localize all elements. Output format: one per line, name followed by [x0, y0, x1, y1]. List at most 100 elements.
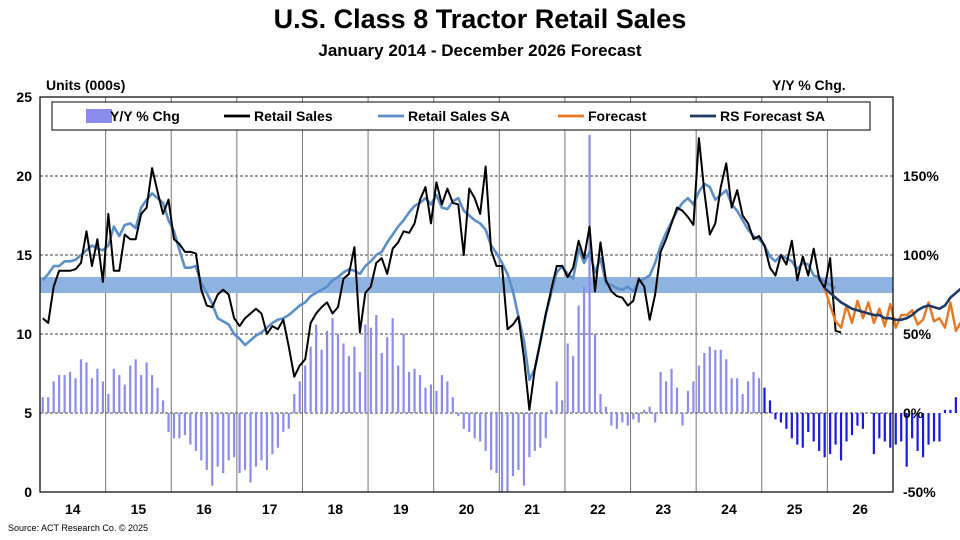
- year-label: 25: [787, 501, 803, 517]
- yoy-bar: [943, 409, 947, 413]
- yoy-bar: [905, 413, 908, 467]
- legend-label-retail-sales: Retail Sales: [254, 108, 333, 124]
- yoy-bar: [435, 390, 438, 413]
- yoy-bar: [582, 286, 586, 413]
- legend-label-retail-sales-sa: Retail Sales SA: [408, 108, 510, 124]
- yoy-bar: [380, 352, 383, 413]
- yoy-bar: [233, 413, 236, 458]
- yoy-bar: [397, 365, 400, 413]
- yoy-bar: [243, 413, 247, 470]
- yoy-bar: [440, 375, 443, 413]
- year-label: 15: [131, 501, 147, 517]
- yoy-bar: [872, 413, 875, 455]
- right-tick-label: 100%: [903, 247, 939, 263]
- yoy-bar: [954, 397, 957, 413]
- yoy-bar: [413, 368, 416, 413]
- yoy-bar: [254, 413, 258, 467]
- yoy-bar: [681, 413, 684, 426]
- yoy-bar: [626, 413, 629, 426]
- right-axis-label: Y/Y % Chg.: [772, 77, 846, 93]
- yoy-bar: [528, 413, 531, 458]
- yoy-bar: [539, 413, 542, 448]
- yoy-bar: [298, 381, 301, 413]
- yoy-bar: [407, 371, 411, 413]
- yoy-bar: [167, 413, 170, 432]
- yoy-bar: [85, 362, 88, 413]
- yoy-bar: [402, 334, 405, 413]
- yoy-bar: [183, 413, 187, 436]
- yoy-bar: [271, 413, 274, 455]
- yoy-bar: [462, 413, 465, 429]
- plot-frame: [39, 96, 894, 493]
- yoy-bar: [856, 413, 859, 426]
- year-label: 18: [327, 501, 343, 517]
- year-label: 17: [262, 501, 278, 517]
- yoy-bar: [123, 384, 126, 413]
- yoy-bar: [325, 330, 329, 413]
- yoy-bar: [834, 413, 837, 445]
- yoy-bar: [506, 413, 509, 492]
- yoy-bar: [697, 365, 700, 413]
- yoy-bar: [889, 413, 892, 448]
- yoy-bar: [746, 381, 750, 413]
- yoy-bar: [68, 371, 72, 413]
- yoy-bar: [172, 413, 176, 439]
- yoy-bar: [796, 413, 799, 445]
- yoy-bar: [309, 346, 312, 413]
- yoy-bar: [911, 413, 914, 439]
- highlight-band: [40, 277, 893, 294]
- yoy-bar: [566, 343, 569, 413]
- yoy-bar: [500, 413, 504, 492]
- yoy-bar: [79, 359, 83, 413]
- yoy-bar: [205, 413, 208, 470]
- yoy-bar: [779, 413, 783, 423]
- yoy-bar: [468, 413, 471, 432]
- rs-forecast-sa-line: [823, 287, 960, 322]
- left-tick-label: 20: [16, 168, 32, 184]
- yoy-bar: [112, 368, 115, 413]
- yoy-bar: [490, 413, 493, 470]
- yoy-bar: [140, 375, 143, 413]
- yoy-bar: [222, 413, 225, 474]
- yoy-bar: [386, 337, 389, 413]
- yoy-bar: [593, 334, 597, 413]
- yoy-bar: [829, 413, 832, 455]
- yoy-bar: [495, 413, 498, 474]
- yoy-bar: [675, 387, 679, 413]
- yoy-bar: [178, 413, 181, 439]
- yoy-bar: [522, 413, 526, 486]
- legend-label-y-y-chg: Y/Y % Chg: [110, 108, 180, 124]
- yoy-bar: [927, 413, 930, 445]
- yoy-bar: [320, 349, 323, 413]
- yoy-bar: [703, 352, 706, 413]
- yoy-bar: [714, 349, 717, 413]
- yoy-bar: [752, 371, 755, 413]
- yoy-bar: [686, 390, 690, 413]
- yoy-bar: [801, 413, 804, 448]
- yoy-bar: [785, 413, 788, 429]
- yoy-bar: [708, 346, 711, 413]
- yoy-bar: [807, 413, 810, 432]
- yoy-bar: [823, 413, 826, 458]
- yoy-bar: [74, 378, 77, 413]
- yoy-bar: [364, 324, 367, 413]
- yoy-bar: [610, 413, 613, 426]
- left-tick-label: 25: [16, 89, 32, 105]
- right-tick-label: -50%: [903, 484, 936, 500]
- yoy-bar: [774, 413, 777, 420]
- yoy-bar: [304, 365, 307, 413]
- legend-box: [51, 101, 871, 131]
- yoy-bar: [484, 413, 487, 451]
- yoy-bar: [572, 356, 575, 413]
- yoy-bar: [730, 378, 733, 413]
- yoy-bar: [347, 356, 351, 413]
- yoy-bar: [763, 387, 766, 413]
- yoy-bar: [282, 413, 285, 432]
- yoy-bar: [418, 375, 422, 413]
- yoy-bar: [287, 413, 290, 429]
- yoy-bar: [615, 413, 618, 429]
- yoy-bar: [938, 413, 941, 442]
- yoy-bar: [555, 381, 558, 413]
- yoy-bar: [479, 413, 482, 442]
- yoy-bar: [194, 413, 197, 451]
